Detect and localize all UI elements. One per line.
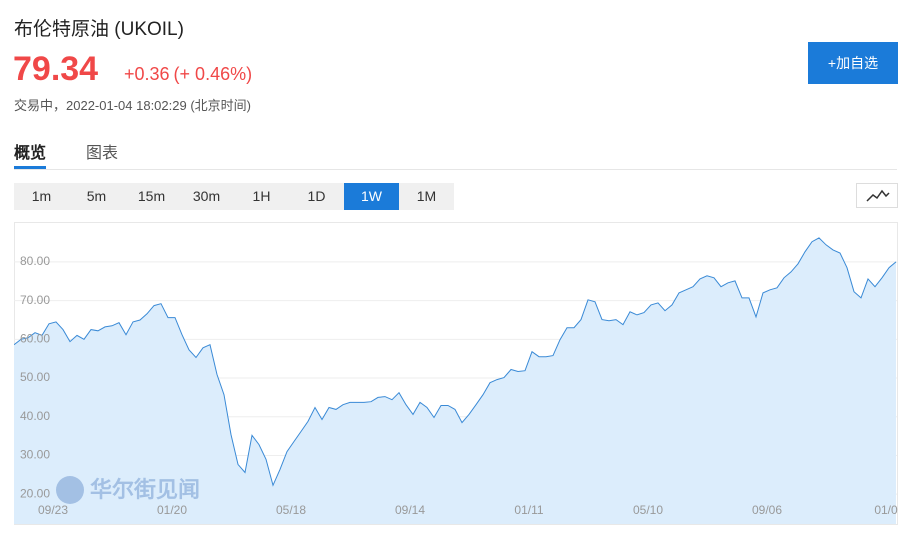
x-tick-label: 05/10 [633,503,663,517]
range-button[interactable]: 1M [416,188,437,204]
watermark-text: 华尔街见闻 [90,477,200,502]
price-line [14,237,897,487]
status: 交易中，2022-01-04 18:02:29 (北京时间) [14,98,251,113]
y-tick-label: 60.00 [20,331,50,345]
tab[interactable]: 概览 [14,145,47,162]
tab-underline [14,166,46,169]
y-tick-label: 80.00 [20,254,50,268]
change-value: +0.36 [124,64,170,84]
title: 布伦特原油 (UKOIL) [14,19,184,40]
x-tick-label: 05/18 [276,503,306,517]
y-tick-label: 50.00 [20,370,50,384]
change-pct: (+ 0.46%) [173,64,253,84]
range-button[interactable]: 1m [31,188,52,204]
change: +0.36 (+ 0.46%) [124,64,256,85]
area-fill [14,237,896,524]
chart: 20.00 30.00 40.00 50.00 60.00 70.00 80.00 09/23… [14,222,898,525]
price: 79.34 [13,50,99,88]
chart-type-button[interactable] [856,183,898,208]
x-tick-label: 01/20 [157,503,187,517]
y-tick-label: 20.00 [20,486,50,500]
x-tick-label: 01/11 [514,503,543,517]
add-watchlist-button[interactable]: +加自选 [808,42,898,84]
watermark-logo [56,476,84,504]
range-button[interactable]: 1H [252,188,271,204]
range-button[interactable]: 1D [307,188,326,204]
range-button[interactable]: 30m [192,188,221,204]
tab-divider [14,169,897,170]
x-tick-label: 09/23 [38,503,68,517]
plot: 20.00 30.00 40.00 50.00 60.00 70.00 80.00 09/23… [14,237,898,524]
chart-icon [866,189,890,202]
x-tick-label: 09/06 [752,503,782,517]
range-button[interactable]: 15m [137,188,166,204]
range-button[interactable]: 5m [86,188,107,204]
y-tick-label: 70.00 [20,293,50,307]
x-tick-label: 09/14 [395,503,425,517]
tab[interactable]: 图表 [86,145,119,162]
y-tick-label: 30.00 [20,448,50,462]
y-tick-label: 40.00 [20,409,50,423]
x-tick-label: 01/0 [874,503,898,517]
range-button[interactable]: 1W [344,183,399,210]
watermark: 华尔街见闻 [56,476,200,504]
